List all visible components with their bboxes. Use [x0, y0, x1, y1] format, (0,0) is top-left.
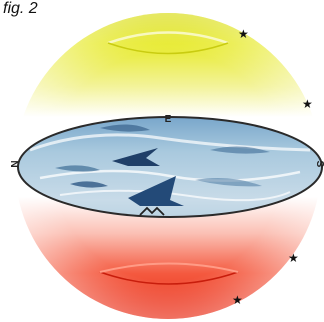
upper-parallel-near — [107, 42, 229, 55]
star-icon: ★ — [288, 251, 299, 265]
ice-ridge — [39, 169, 301, 182]
ice-shadow — [210, 146, 270, 154]
dark-berg — [112, 148, 160, 166]
observer-icon — [139, 206, 165, 216]
ice-ridge — [59, 189, 291, 202]
figure-label: fig. 2 — [3, 0, 38, 17]
lower-parallel-far — [99, 262, 239, 273]
dark-berg — [70, 181, 108, 188]
horizon-ring — [17, 116, 323, 218]
ice-shadow — [195, 178, 262, 187]
horizon-plane — [18, 117, 322, 217]
lower-parallel-near — [99, 271, 239, 285]
star-icon: ★ — [238, 27, 249, 41]
dark-berg — [100, 124, 150, 132]
upper-parallel-far — [107, 31, 229, 45]
ice-ridge — [29, 133, 311, 152]
star-icon: ★ — [302, 97, 313, 111]
compass-north: N — [10, 160, 21, 167]
compass-south: S — [314, 161, 324, 168]
compass-east: E — [165, 114, 172, 125]
dark-berg — [128, 176, 184, 206]
ice-shadow — [55, 165, 100, 172]
star-icon: ★ — [232, 293, 243, 307]
